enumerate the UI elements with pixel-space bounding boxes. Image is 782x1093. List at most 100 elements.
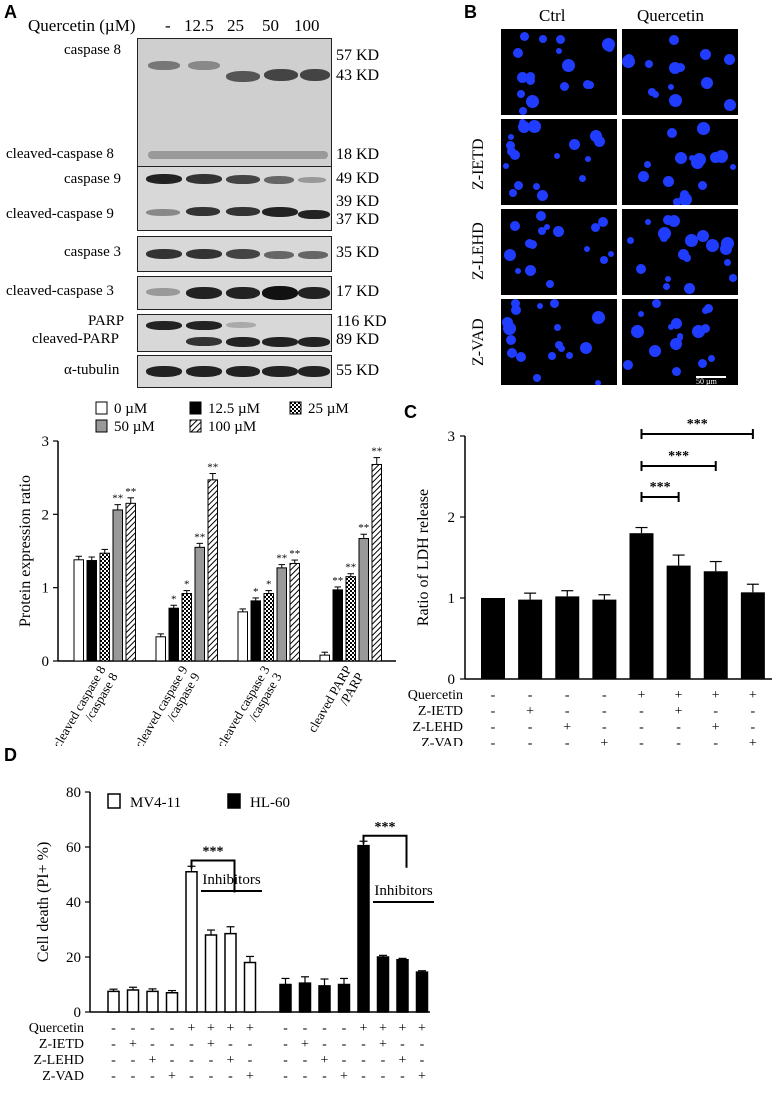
condition-sign: - xyxy=(111,1037,116,1052)
condition-sign: - xyxy=(303,1069,308,1084)
condition-sign: - xyxy=(491,720,496,735)
conc-12.5: 12.5 xyxy=(184,16,214,35)
band xyxy=(226,366,260,377)
condition-sign: - xyxy=(209,1069,214,1084)
condition-sign: - xyxy=(602,704,607,719)
cell-death-chart: 0 20 40 60 80 Cell death (PI+ %) *** *** Inhibit… xyxy=(29,785,434,1084)
inhibitor-label: Inhibitors xyxy=(202,872,260,888)
condition-sign: + xyxy=(563,720,571,735)
condition-sign: - xyxy=(602,720,607,735)
bar xyxy=(337,983,351,1013)
bar xyxy=(243,961,257,1013)
nucleus xyxy=(693,153,706,166)
nucleus xyxy=(668,324,674,330)
condition-sign: - xyxy=(283,1053,288,1068)
band xyxy=(226,249,260,259)
nucleus xyxy=(508,134,514,140)
condition-sign: + xyxy=(379,1021,387,1036)
nucleus xyxy=(710,152,721,163)
significance-mark: ** xyxy=(112,493,123,505)
bar xyxy=(181,593,192,662)
condition-sign: + xyxy=(399,1053,407,1068)
conc-0: - xyxy=(165,16,171,35)
condition-sign: - xyxy=(602,688,607,703)
nucleus xyxy=(724,99,736,111)
nucleus xyxy=(515,268,521,274)
condition-sign: - xyxy=(420,1037,425,1052)
micrograph-grid: 50 µm xyxy=(500,28,740,386)
bar xyxy=(592,599,617,679)
legend-label: HL-60 xyxy=(250,795,290,811)
band xyxy=(300,69,330,81)
bar xyxy=(237,611,248,662)
band xyxy=(186,287,222,299)
nucleus xyxy=(579,175,586,182)
condition-label: Quercetin xyxy=(29,1021,84,1036)
condition-sign: - xyxy=(342,1037,347,1052)
nucleus xyxy=(528,120,541,133)
nucleus xyxy=(622,55,635,68)
condition-label: Z-LEHD xyxy=(412,720,463,735)
nucleus xyxy=(698,359,707,368)
condition-sign: - xyxy=(131,1053,136,1068)
band xyxy=(262,207,298,217)
nucleus xyxy=(595,380,601,385)
nucleus xyxy=(627,237,634,244)
condition-sign: - xyxy=(491,688,496,703)
nucleus xyxy=(684,283,695,294)
condition-sign: - xyxy=(342,1053,347,1068)
significance-mark: ** xyxy=(289,548,300,560)
condition-sign: + xyxy=(246,1021,254,1036)
nucleus xyxy=(555,341,563,349)
nucleus xyxy=(668,84,674,90)
nucleus xyxy=(513,48,523,58)
band xyxy=(186,366,222,377)
nucleus xyxy=(644,161,651,168)
label-caspase9: caspase 9 xyxy=(64,171,122,187)
nucleus xyxy=(526,76,535,85)
nucleus xyxy=(678,249,689,260)
significance-mark: ** xyxy=(125,486,136,498)
condition-sign: + xyxy=(526,704,534,719)
nucleus xyxy=(649,345,661,357)
condition-sign: - xyxy=(565,736,570,746)
micrograph-tile xyxy=(621,208,739,296)
nucleus xyxy=(514,181,523,190)
bar xyxy=(224,932,237,1013)
bar xyxy=(703,571,728,679)
nucleus xyxy=(566,352,573,359)
significance-mark: *** xyxy=(375,820,396,835)
nucleus xyxy=(671,318,682,329)
legend-swatch xyxy=(189,401,202,415)
band xyxy=(146,366,182,377)
nucleus xyxy=(600,256,608,264)
condition-sign: + xyxy=(418,1021,426,1036)
nucleus xyxy=(700,49,711,60)
nucleus xyxy=(673,198,681,205)
significance-mark: ** xyxy=(194,531,205,543)
nucleus xyxy=(658,227,671,240)
band xyxy=(264,251,294,259)
significance-mark: ** xyxy=(332,575,343,587)
band xyxy=(226,322,256,328)
kd-49: 49 KD xyxy=(336,170,380,187)
nucleus xyxy=(525,239,534,248)
nucleus xyxy=(697,230,709,242)
nucleus xyxy=(663,176,674,187)
band xyxy=(298,337,330,347)
condition-sign: + xyxy=(168,1069,176,1084)
bar xyxy=(204,934,218,1013)
band xyxy=(262,337,298,347)
blot-caspase9 xyxy=(137,166,332,231)
nucleus xyxy=(556,48,562,54)
nucleus xyxy=(548,352,556,360)
nucleus xyxy=(584,246,590,252)
category-label: cleaved caspase 3/caspase 3 xyxy=(213,663,284,746)
legend-swatch xyxy=(95,419,108,433)
condition-sign: - xyxy=(528,720,533,735)
bar xyxy=(207,479,218,662)
condition-sign: - xyxy=(676,736,681,746)
legend-label: 25 µM xyxy=(308,401,349,417)
condition-sign: - xyxy=(322,1021,327,1036)
condition-label: Z-IETD xyxy=(39,1037,84,1052)
